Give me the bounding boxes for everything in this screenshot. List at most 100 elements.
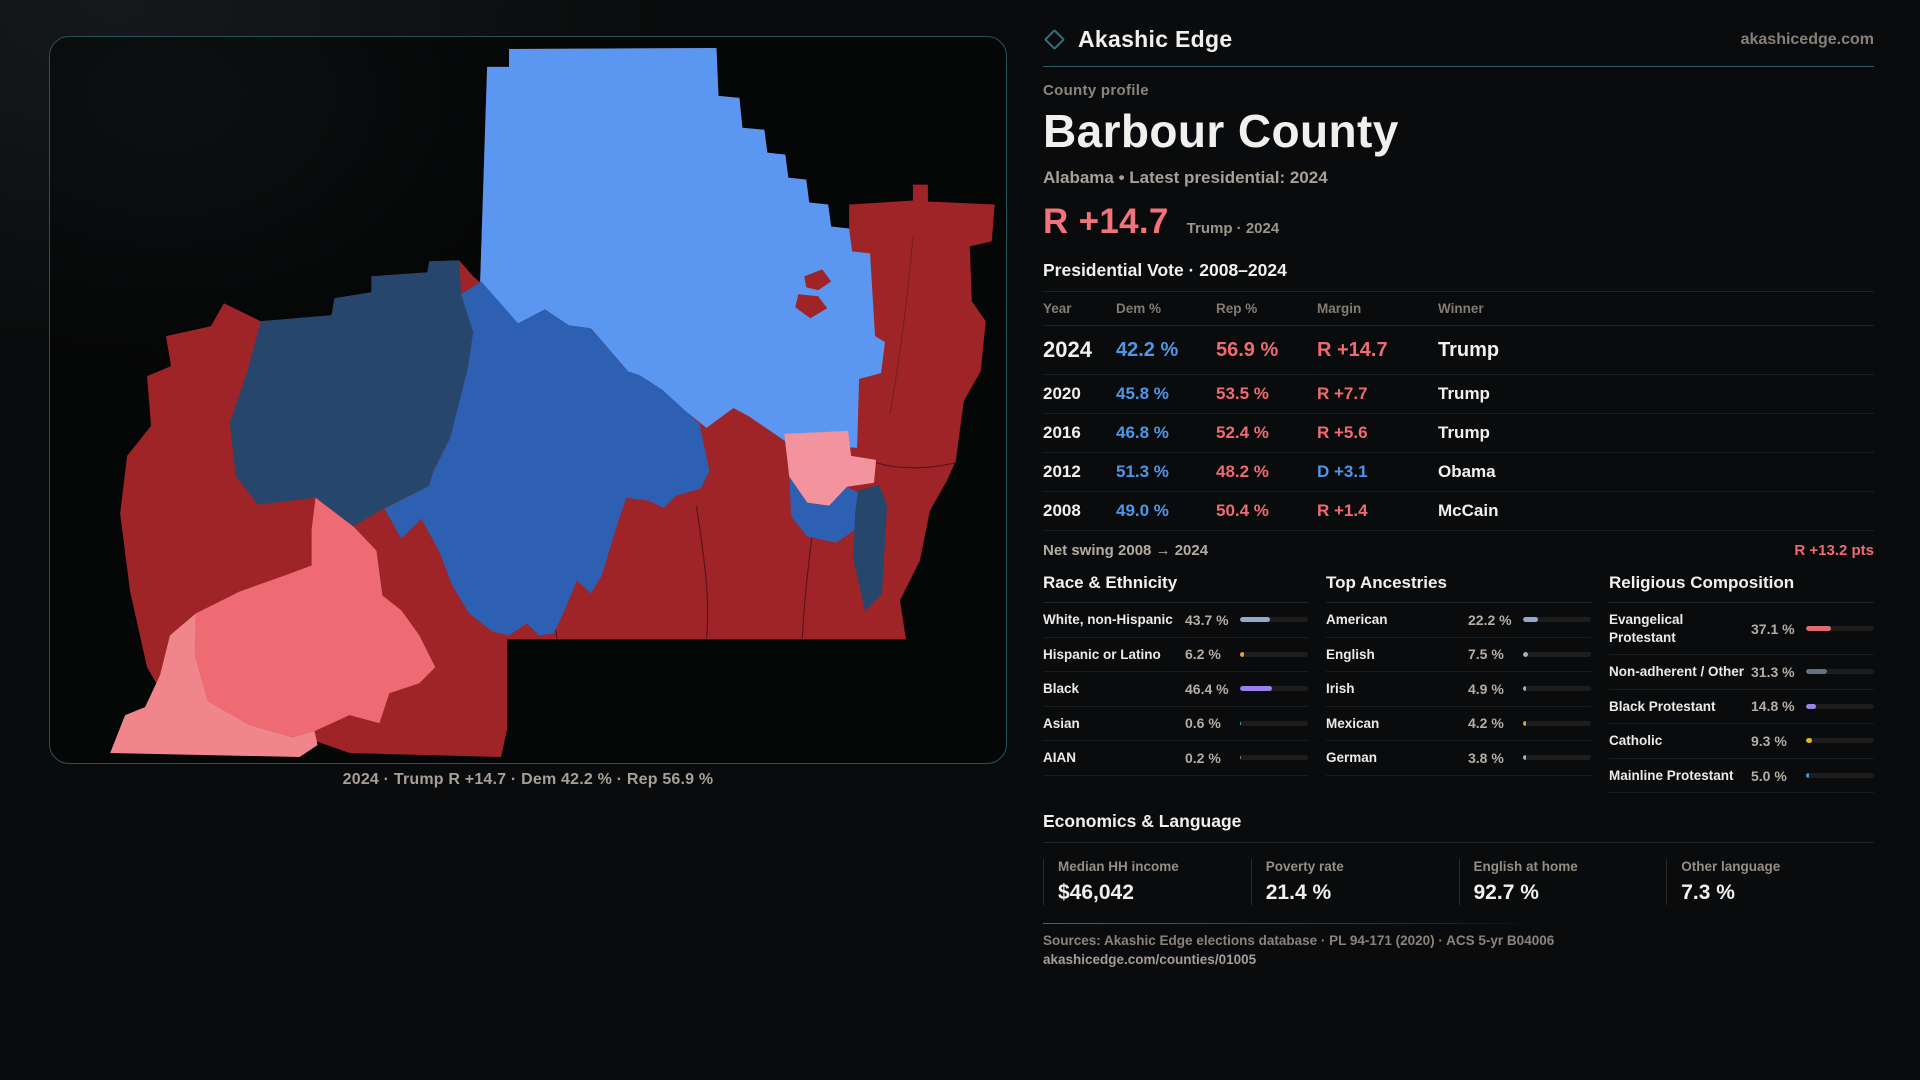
stat-row: Mainline Protestant 5.0 % <box>1609 759 1874 794</box>
cell-winner: Trump <box>1438 384 1490 403</box>
economics-label: Poverty rate <box>1265 859 1344 875</box>
stat-row: Non-adherent / Other 31.3 % <box>1609 655 1874 690</box>
county-east-pink <box>784 430 877 506</box>
column-header: Dem % <box>1116 301 1162 316</box>
stat-row: English 7.5 % <box>1326 638 1591 673</box>
vote-table-row: 2020 45.8 % 53.5 % R +7.7 Trump <box>1043 375 1874 414</box>
cell-dem: 51.3 % <box>1116 462 1169 481</box>
county-map-panel <box>49 36 1007 764</box>
stat-label: Catholic <box>1609 733 1663 749</box>
stat-value: 6.2 % <box>1185 646 1221 663</box>
county-east-fragment-blue <box>789 476 861 543</box>
stat-label: Irish <box>1326 681 1355 697</box>
headline-margin-value: R +14.7 <box>1043 202 1169 241</box>
cell-margin: D +3.1 <box>1317 462 1368 481</box>
cell-rep: 56.9 % <box>1216 338 1279 361</box>
cell-rep: 48.2 % <box>1216 462 1269 481</box>
stat-value: 5.0 % <box>1751 767 1787 784</box>
eyebrow-label: County profile <box>1043 82 1149 99</box>
vote-table-row: 2016 46.8 % 52.4 % R +5.6 Trump <box>1043 414 1874 453</box>
stat-bar <box>1806 773 1874 778</box>
stat-row: White, non-Hispanic 43.7 % <box>1043 603 1308 638</box>
cell-winner: Trump <box>1438 338 1500 361</box>
stat-bar <box>1240 720 1308 726</box>
column-header: Margin <box>1317 301 1362 316</box>
stat-column: Race & Ethnicity White, non-Hispanic 43.7 … <box>1043 573 1308 793</box>
stat-bar <box>1523 755 1591 761</box>
permalink-link[interactable]: akashicedge.com/counties/01005 <box>1043 952 1257 968</box>
stat-bar <box>1523 720 1591 726</box>
headline-margin-note: Trump · 2024 <box>1186 220 1280 237</box>
vote-table-row: 2012 51.3 % 48.2 % D +3.1 Obama <box>1043 453 1874 492</box>
cell-winner: Trump <box>1438 423 1490 442</box>
stat-bar <box>1806 669 1874 675</box>
county-center-royal <box>384 281 710 636</box>
stat-label: Asian <box>1043 715 1080 731</box>
stat-label: Mexican <box>1326 715 1380 731</box>
stat-column: Top Ancestries American 22.2 % English 7.5 %… <box>1326 573 1591 793</box>
county-red-blob-2 <box>795 294 828 319</box>
cell-rep: 52.4 % <box>1216 423 1269 442</box>
stat-row: Irish 4.9 % <box>1326 672 1591 707</box>
stat-bar <box>1240 755 1308 761</box>
net-swing-label: Net swing 2008 → 2024 <box>1043 542 1209 559</box>
county-profile-panel: Akashic Edge akashicedge.com County prof… <box>1043 26 1874 969</box>
stat-label: Black <box>1043 681 1080 697</box>
stat-bar <box>1806 703 1874 709</box>
stat-label: White, non-Hispanic <box>1043 612 1173 627</box>
economics-cell: Poverty rate 21.4 % <box>1250 859 1459 906</box>
stat-row: Black 46.4 % <box>1043 672 1308 707</box>
demographic-stats: Race & Ethnicity White, non-Hispanic 43.7 … <box>1043 573 1874 794</box>
county-red-blob-1 <box>804 269 832 291</box>
cell-margin: R +1.4 <box>1317 501 1368 520</box>
column-header: Year <box>1043 301 1072 316</box>
stat-value: 14.8 % <box>1751 698 1795 715</box>
stat-value: 22.2 % <box>1468 611 1512 628</box>
county-northwest-navy <box>229 260 474 528</box>
footer-divider <box>1043 923 1874 925</box>
stat-value: 4.2 % <box>1468 715 1504 732</box>
stat-bar <box>1523 651 1591 657</box>
sources-note: Sources: Akashic Edge elections database… <box>1043 933 1555 949</box>
stat-label: English <box>1326 646 1375 662</box>
stat-value: 0.6 % <box>1185 715 1221 732</box>
economics-label: Other language <box>1681 859 1781 875</box>
stat-bar <box>1806 626 1874 632</box>
economics-cell: Median HH income $46,042 <box>1043 859 1251 906</box>
economics-label: English at home <box>1473 859 1578 875</box>
stat-label: Non-adherent / Other <box>1609 664 1745 680</box>
economics-label: Median HH income <box>1058 859 1179 875</box>
stat-bar <box>1240 617 1308 623</box>
stat-bar <box>1240 651 1308 657</box>
page-title: Barbour County <box>1043 105 1399 157</box>
stat-value: 4.9 % <box>1468 680 1504 697</box>
vote-table-header: Year Dem % Rep % Margin Winner <box>1043 291 1874 326</box>
county-north-lightblue <box>480 47 886 448</box>
map-caption: 2024 · Trump R +14.7 · Dem 42.2 % · Rep … <box>342 771 714 788</box>
header-divider <box>1043 66 1874 67</box>
brand-diamond-icon <box>1043 28 1066 51</box>
stat-value: 0.2 % <box>1185 749 1221 766</box>
stat-row: Asian 0.6 % <box>1043 707 1308 742</box>
county-southwest-salmon <box>110 613 318 758</box>
stat-value: 46.4 % <box>1185 680 1229 697</box>
stat-value: 3.8 % <box>1468 749 1504 766</box>
net-swing-row: Net swing 2008 → 2024 R +13.2 pts <box>1043 542 1874 559</box>
column-header: Rep % <box>1216 301 1258 316</box>
stat-bar <box>1806 738 1874 744</box>
stat-label: American <box>1326 612 1388 627</box>
stat-row: Hispanic or Latino 6.2 % <box>1043 638 1308 673</box>
stat-label: AIAN <box>1043 750 1076 766</box>
stat-row: Catholic 9.3 % <box>1609 724 1874 759</box>
stat-label: Hispanic or Latino <box>1043 646 1161 662</box>
brand-name: Akashic Edge <box>1078 26 1233 52</box>
headline-margin-row: R +14.7 Trump · 2024 <box>1043 202 1874 242</box>
brand-domain-link[interactable]: akashicedge.com <box>1740 30 1874 48</box>
cell-rep: 50.4 % <box>1216 501 1269 520</box>
page-subtitle: Alabama • Latest presidential: 2024 <box>1043 168 1328 187</box>
economics-value: $46,042 <box>1058 881 1134 905</box>
stat-value: 31.3 % <box>1751 663 1795 680</box>
stat-row: American 22.2 % <box>1326 603 1591 638</box>
stat-row: AIAN 0.2 % <box>1043 741 1308 776</box>
cell-margin: R +14.7 <box>1317 338 1388 361</box>
